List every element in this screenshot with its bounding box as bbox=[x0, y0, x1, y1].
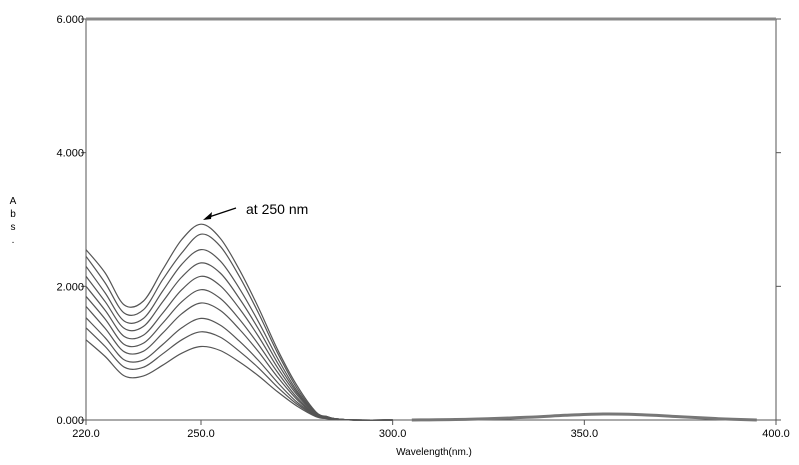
y-axis-title: Abs. bbox=[10, 196, 17, 246]
x-tick-label-4: 400.0 bbox=[762, 428, 790, 440]
spectrum-line-1 bbox=[85, 223, 393, 421]
y-axis-title-char-3: . bbox=[12, 235, 15, 246]
spectra-series bbox=[85, 223, 393, 421]
x-tick-label-2: 300.0 bbox=[379, 428, 407, 440]
y-axis-ticks: 0.000 2.000 4.000 6.000 bbox=[56, 14, 781, 427]
y-tick-label-1: 2.000 bbox=[56, 281, 84, 293]
x-tick-label-0: 220.0 bbox=[72, 428, 100, 440]
y-axis-title-char-1: b bbox=[10, 209, 16, 220]
spectrum-line-5 bbox=[85, 275, 393, 421]
y-tick-label-3: 6.000 bbox=[56, 14, 84, 26]
annotation-arrowhead-icon bbox=[203, 212, 212, 220]
y-tick-label-0: 0.000 bbox=[56, 415, 84, 427]
x-tick-label-3: 350.0 bbox=[571, 428, 599, 440]
y-axis-title-char-2: s bbox=[11, 222, 16, 233]
x-axis-title: Wavelength(nm.) bbox=[396, 447, 472, 458]
spectrum-line-2 bbox=[85, 233, 393, 421]
peak-annotation: at 250 nm bbox=[203, 201, 308, 220]
spectrum-line-10 bbox=[85, 339, 393, 421]
y-axis-title-char-0: A bbox=[10, 196, 17, 207]
annotation-label: at 250 nm bbox=[246, 201, 308, 217]
plot-frame bbox=[85, 18, 777, 421]
x-axis-ticks: 220.0 250.0 300.0 350.0 400.0 bbox=[72, 420, 790, 440]
baseline-bump-series bbox=[411, 412, 757, 422]
x-tick-label-1: 250.0 bbox=[187, 428, 215, 440]
spectrum-line-3 bbox=[85, 248, 393, 421]
y-tick-label-2: 4.000 bbox=[56, 148, 84, 160]
